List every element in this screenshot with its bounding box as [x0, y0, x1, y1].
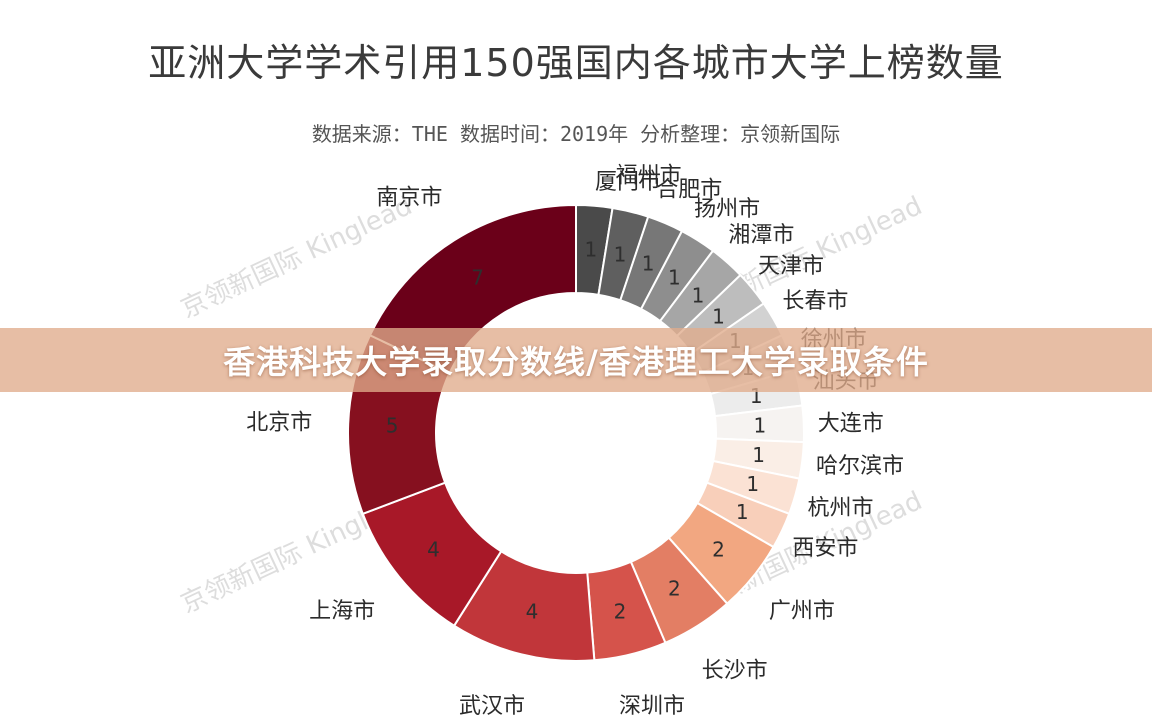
category-label: 大连市 [818, 411, 884, 436]
category-label: 深圳市 [619, 694, 685, 719]
value-label: 1 [692, 283, 705, 307]
value-label: 1 [736, 500, 749, 524]
value-label: 1 [668, 265, 681, 289]
category-label: 长沙市 [702, 659, 768, 684]
value-label: 5 [386, 414, 399, 438]
value-label: 1 [584, 238, 597, 262]
category-label: 北京市 [246, 411, 312, 436]
value-label: 2 [712, 537, 725, 561]
category-label: 湘潭市 [728, 223, 794, 248]
category-label: 哈尔滨市 [816, 454, 904, 479]
category-label: 合肥市 [656, 177, 722, 202]
value-label: 1 [746, 472, 759, 496]
category-label: 福州市 [616, 164, 682, 189]
category-label: 西安市 [792, 536, 858, 561]
value-label: 1 [614, 242, 627, 266]
category-label: 厦门市 [595, 170, 661, 195]
category-label: 天津市 [758, 254, 824, 279]
value-label: 1 [712, 305, 725, 329]
value-label: 1 [753, 414, 766, 438]
value-label: 4 [526, 600, 539, 624]
value-label: 2 [668, 577, 681, 601]
value-label: 2 [614, 600, 627, 624]
value-label: 1 [642, 252, 655, 276]
chart-title: 亚洲大学学术引用150强国内各城市大学上榜数量 [148, 41, 1004, 85]
category-label: 武汉市 [459, 694, 525, 719]
overlay-banner: 香港科技大学录取分数线/香港理工大学录取条件 [0, 328, 1152, 392]
overlay-text: 香港科技大学录取分数线/香港理工大学录取条件 [223, 343, 929, 381]
value-label: 4 [427, 537, 440, 561]
value-label: 1 [752, 443, 765, 467]
category-label: 上海市 [309, 599, 375, 624]
watermark-text: 京领新国际 Kinglead [176, 191, 416, 324]
slices [347, 203, 805, 662]
category-label: 广州市 [769, 599, 835, 624]
category-label: 长春市 [782, 289, 848, 314]
category-label: 扬州市 [694, 197, 760, 222]
chart-subtitle: 数据来源：THE 数据时间：2019年 分析整理：京领新国际 [311, 122, 841, 146]
category-label: 南京市 [376, 185, 442, 210]
value-label: 7 [471, 265, 484, 289]
category-label: 杭州市 [807, 496, 873, 521]
